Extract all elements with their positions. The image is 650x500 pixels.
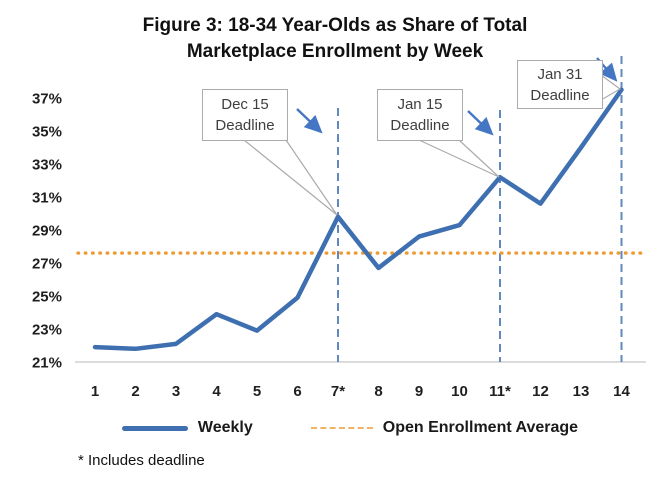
callout-dec15-deadline: Dec 15 Deadline (202, 89, 288, 141)
x-tick-label: 4 (212, 383, 221, 400)
y-axis-tick-labels: 21% 23% 25% 27% 29% 31% 33% 35% 37% (32, 91, 62, 372)
weekly-line-swatch (121, 425, 188, 431)
chart-title: Figure 3: 18-34 Year-Olds as Share of To… (30, 13, 640, 65)
callout-jan31-deadline: Jan 31 Deadline (517, 60, 603, 109)
callout-jan15-line1: Jan 15 (397, 96, 443, 113)
y-tick-label: 21% (32, 355, 62, 372)
y-tick-label: 35% (32, 124, 62, 141)
x-tick-label: 14 (613, 383, 630, 400)
x-tick-label: 9 (415, 383, 423, 400)
legend: Weekly Open Enrollment Average (70, 413, 630, 443)
chart-title-line2: Marketplace Enrollment by Week (186, 41, 484, 62)
y-tick-label: 27% (32, 256, 62, 273)
average-line-swatch (310, 427, 373, 429)
x-tick-label: 5 (253, 383, 261, 400)
y-tick-label: 25% (32, 289, 62, 306)
callout-jan31-line2: Deadline (530, 86, 590, 104)
x-tick-label: 11* (489, 383, 511, 400)
footnote: * Includes deadline (78, 452, 205, 469)
y-tick-label: 31% (32, 190, 62, 207)
legend-item-average: Open Enrollment Average (310, 419, 579, 437)
callout-jan15-deadline: Jan 15 Deadline (377, 89, 463, 141)
callout-dec15-line1: Dec 15 (221, 96, 269, 113)
callout-arrow-dec15-icon (296, 108, 323, 134)
x-tick-label: 3 (172, 383, 180, 400)
x-tick-label: 7* (331, 383, 345, 400)
x-tick-label: 13 (573, 383, 590, 400)
x-tick-label: 2 (131, 383, 139, 400)
chart-title-line1: Figure 3: 18-34 Year-Olds as Share of To… (142, 15, 528, 36)
x-axis-tick-labels: 1 2 3 4 5 6 7* 8 9 10 11* 12 13 14 (91, 383, 631, 400)
y-tick-label: 29% (32, 223, 62, 240)
x-tick-label: 1 (91, 383, 99, 400)
y-tick-label: 33% (32, 157, 62, 174)
callout-dec15-line2: Deadline (215, 117, 275, 134)
x-tick-label: 10 (451, 383, 468, 400)
callout-arrow-jan15-icon (467, 110, 494, 136)
y-tick-label: 37% (32, 91, 62, 108)
callout-jan31-line1: Jan 31 (537, 65, 583, 83)
callout-pointer-jan15 (418, 139, 500, 178)
legend-average-label: Open Enrollment Average (382, 419, 579, 436)
legend-weekly-label: Weekly (197, 419, 253, 436)
callout-pointer-dec15 (242, 139, 338, 216)
weekly-series-line (92, 87, 624, 352)
y-tick-label: 23% (32, 322, 62, 339)
x-tick-label: 6 (293, 383, 301, 400)
x-tick-label: 8 (374, 383, 382, 400)
weekly-polyline (92, 87, 624, 352)
deadline-dashed-lines (337, 56, 623, 362)
legend-item-weekly: Weekly (121, 419, 253, 437)
callout-jan15-line2: Deadline (390, 117, 450, 134)
x-tick-label: 12 (532, 383, 549, 400)
